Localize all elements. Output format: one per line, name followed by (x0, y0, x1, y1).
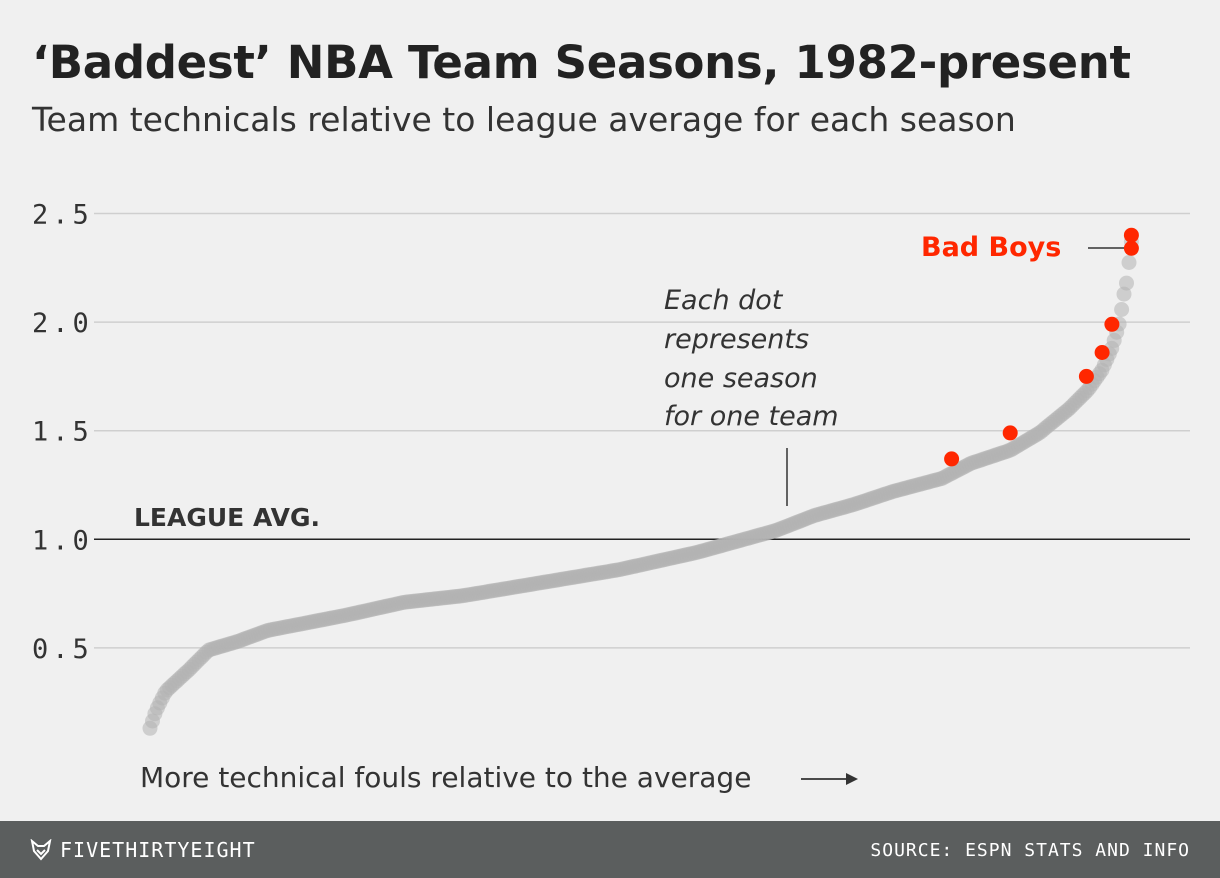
bad-boys-dot (1094, 345, 1110, 360)
y-tick-label: 2.0 (32, 308, 93, 339)
bad-boys-label-group: Bad Boys (921, 232, 1124, 263)
brand-name: FIVETHIRTYEIGHT (60, 838, 256, 862)
season-dot (1114, 302, 1130, 317)
x-axis-label-group: More technical fouls relative to the ave… (140, 761, 858, 794)
season-dot (1121, 255, 1137, 270)
annotation-each-dot: Each dot represents one season for one t… (664, 285, 839, 506)
source-credit: SOURCE: ESPN STATS AND INFO (870, 840, 1190, 861)
fox-logo-icon (30, 839, 52, 861)
y-tick-label: 1.5 (32, 417, 93, 448)
annotation-line-4: for one team (664, 401, 839, 432)
footer-bar: FIVETHIRTYEIGHT SOURCE: ESPN STATS AND I… (0, 821, 1220, 878)
annotation-line-2: represents (664, 324, 809, 355)
bad-boys-dot (944, 451, 960, 467)
gridlines (94, 212, 1190, 649)
y-tick-label: 0.5 (32, 634, 93, 665)
y-axis-ticks: 0.5 1.0 1.5 2.0 2.5 (32, 200, 93, 665)
x-axis-label: More technical fouls relative to the ave… (140, 761, 751, 794)
chart-subtitle: Team technicals relative to league avera… (32, 100, 1016, 139)
bad-boys-dots (944, 227, 1139, 467)
bad-boys-label: Bad Boys (921, 232, 1061, 263)
season-dots (142, 234, 1139, 736)
y-tick-label: 1.0 (32, 525, 93, 556)
annotation-line-3: one season (664, 363, 818, 394)
brand: FIVETHIRTYEIGHT (30, 838, 256, 862)
scatter-chart: 0.5 1.0 1.5 2.0 2.5 LEAGUE AVG. Each dot rep… (32, 200, 1190, 794)
season-dot (1119, 275, 1134, 291)
y-tick-label: 2.5 (32, 200, 93, 231)
bad-boys-dot (1002, 425, 1018, 441)
annotation-line-1: Each dot (664, 285, 784, 316)
bad-boys-dot (1123, 227, 1139, 243)
bad-boys-dot (1123, 240, 1139, 256)
league-avg-label: LEAGUE AVG. (134, 503, 320, 532)
bad-boys-dot (1104, 316, 1120, 332)
bad-boys-dot (1078, 368, 1094, 384)
chart-title: ‘Baddest’ NBA Team Seasons, 1982-present (32, 36, 1131, 89)
arrow-right-icon (846, 773, 858, 785)
